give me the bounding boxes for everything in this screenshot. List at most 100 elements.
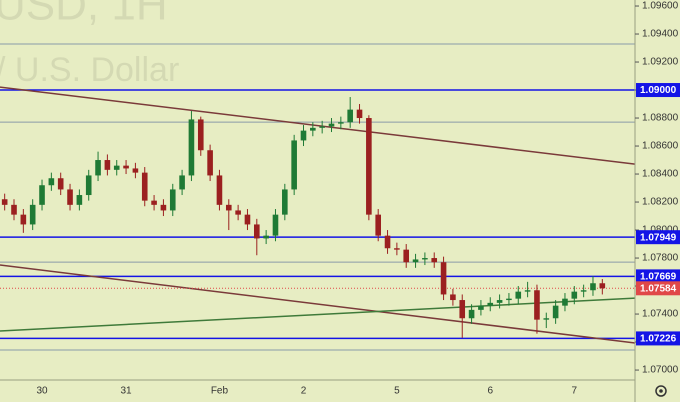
candle-body	[29, 204, 36, 225]
candle-body	[169, 189, 176, 211]
candle-body	[562, 298, 568, 306]
candle-body	[254, 224, 260, 239]
watermark: USD, 1H	[0, 0, 168, 30]
candle-body	[319, 126, 325, 128]
candle-body	[160, 204, 167, 211]
candle-body	[366, 118, 372, 215]
price-tag	[636, 269, 680, 284]
candle-body	[524, 290, 531, 292]
candle-body	[300, 130, 307, 141]
candle-body	[571, 291, 578, 299]
candle-body	[85, 175, 92, 196]
candle-body	[552, 305, 559, 319]
y-tick-label: 1.08200	[642, 197, 679, 208]
candle-body	[450, 294, 456, 301]
candle-body	[197, 119, 204, 151]
price-tag	[636, 331, 680, 346]
price-tag-label: 1.07669	[640, 272, 677, 283]
candle-body	[11, 204, 17, 215]
candle-body	[48, 178, 55, 186]
candle-body	[487, 302, 494, 306]
watermark-subtitle: / U.S. Dollar	[0, 51, 179, 89]
candle-body	[412, 259, 419, 263]
candle-body	[1, 199, 8, 205]
y-tick-label: 1.07400	[642, 309, 679, 320]
trend-line	[0, 297, 636, 332]
candle-body	[440, 262, 447, 295]
candle-body	[422, 258, 428, 260]
candle-body	[113, 165, 120, 170]
x-tick-label: 7	[572, 386, 578, 397]
y-tick-label: 1.08600	[642, 141, 679, 152]
y-tick-label: 1.09400	[642, 29, 679, 40]
y-tick-label: 1.08400	[642, 169, 679, 180]
candle-body	[599, 283, 606, 289]
candle-body	[291, 140, 297, 190]
x-tick-label: 31	[121, 386, 133, 397]
y-tick-label: 1.07800	[642, 253, 679, 264]
y-tick-label: 1.09600	[642, 1, 679, 12]
candle-body	[263, 235, 269, 239]
price-tag	[636, 281, 680, 296]
candle-body	[188, 119, 195, 176]
x-tick-label: 5	[394, 386, 400, 397]
x-tick-label: 6	[487, 386, 493, 397]
candle-body	[132, 168, 139, 173]
price-tag	[636, 83, 680, 98]
price-tag-label: 1.07949	[640, 232, 677, 243]
candle-body	[20, 214, 27, 225]
candle-body	[590, 283, 596, 291]
x-tick-label: 30	[36, 386, 48, 397]
candle-body	[328, 123, 335, 127]
price-tag-label: 1.07584	[640, 283, 677, 294]
candle-body	[403, 249, 410, 263]
candle-body	[272, 214, 279, 236]
price-tag-label: 1.09000	[640, 85, 677, 96]
candle-body	[431, 258, 438, 263]
candle-body	[179, 175, 185, 190]
candle-body	[141, 172, 148, 201]
y-tick-label: 1.07000	[642, 365, 679, 376]
candle-body	[207, 150, 213, 176]
candle-body	[235, 210, 241, 215]
candle-body	[534, 290, 540, 320]
candle-body	[384, 235, 391, 249]
y-tick-label: 1.09200	[642, 57, 679, 68]
candle-body	[104, 160, 111, 170]
time-axis	[0, 380, 635, 402]
price-tag	[636, 230, 680, 245]
candle-body	[356, 109, 363, 119]
candle-body	[468, 309, 475, 319]
candle-body	[506, 298, 512, 301]
candle-body	[347, 109, 353, 123]
candle-body	[496, 300, 503, 303]
candle-body	[151, 200, 157, 205]
candle-body	[543, 318, 550, 320]
candle-body	[310, 127, 316, 131]
trend-line	[0, 264, 636, 344]
candle-body	[459, 300, 466, 319]
settings-icon[interactable]	[655, 385, 667, 397]
candle-body	[244, 214, 251, 225]
candle-body	[39, 185, 45, 205]
candle-body	[57, 178, 64, 190]
y-tick-label: 1.08000	[642, 225, 679, 236]
candle-body	[282, 189, 288, 215]
plot-area	[0, 43, 636, 351]
candle-body	[67, 189, 73, 205]
candle-body	[375, 214, 381, 236]
candle-body	[394, 248, 400, 250]
x-tick-label: Feb	[211, 386, 229, 397]
candle-body	[338, 122, 344, 124]
price-tag-label: 1.07226	[640, 334, 677, 345]
x-tick-label: 2	[301, 386, 307, 397]
candle-body	[225, 204, 232, 211]
candle-body	[478, 305, 484, 310]
candle-body	[123, 165, 129, 169]
candle-body	[515, 291, 522, 299]
trend-line	[0, 86, 636, 165]
candle-body	[580, 290, 587, 292]
candle-body	[76, 195, 83, 205]
